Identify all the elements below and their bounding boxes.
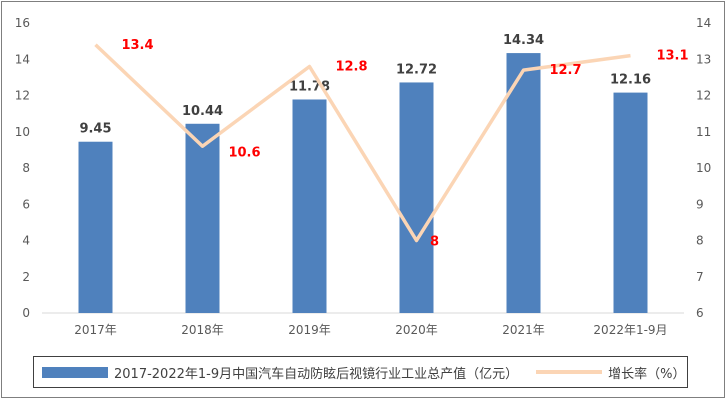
- y-tick-label: 6: [22, 197, 30, 211]
- bar: [78, 141, 113, 313]
- y2-tick-label: 10: [696, 161, 711, 175]
- y-tick-label: 10: [15, 125, 30, 139]
- bar: [506, 53, 541, 314]
- bar-data-label: 10.44: [182, 104, 223, 119]
- y-tick-label: 12: [15, 89, 30, 103]
- x-tick-label: 2020年: [395, 323, 438, 337]
- y2-tick-label: 7: [696, 270, 704, 284]
- x-tick-label: 2021年: [502, 323, 545, 337]
- y2-tick-label: 8: [696, 234, 704, 248]
- y-tick-label: 8: [22, 161, 30, 175]
- legend: 2017-2022年1-9月中国汽车自动防眩后视镜行业工业总产值（亿元） 增长率…: [33, 356, 688, 388]
- y2-tick-label: 11: [696, 125, 711, 139]
- legend-line-swatch: [536, 370, 603, 374]
- y-tick-label: 2: [22, 270, 30, 284]
- bar: [399, 82, 434, 313]
- line-data-label: 13.4: [121, 38, 153, 53]
- y-tick-label: 0: [22, 306, 30, 320]
- legend-line-label: 增长率（%）: [608, 366, 686, 382]
- bar-data-label: 9.45: [79, 122, 111, 137]
- x-tick-label: 2022年1-9月: [593, 323, 667, 337]
- x-tick-label: 2019年: [288, 323, 331, 337]
- y2-tick-label: 12: [696, 89, 711, 103]
- line-data-label: 12.7: [549, 63, 581, 78]
- y2-tick-label: 9: [696, 197, 704, 211]
- bar: [185, 123, 220, 314]
- legend-bar-label: 2017-2022年1-9月中国汽车自动防眩后视镜行业工业总产值（亿元）: [114, 366, 519, 382]
- y2-tick-label: 13: [696, 52, 711, 66]
- line-data-label: 8: [430, 235, 439, 250]
- x-tick-label: 2017年: [74, 323, 117, 337]
- bar-data-label: 12.16: [610, 73, 651, 88]
- line-data-label: 13.1: [656, 49, 688, 64]
- bar: [292, 99, 327, 313]
- growth-rate-line: [94, 43, 631, 243]
- line-data-label: 10.6: [228, 145, 260, 160]
- y-tick-label: 4: [22, 234, 30, 248]
- legend-bar-swatch: [42, 366, 108, 378]
- bar-data-label: 14.34: [503, 33, 544, 48]
- bar: [613, 92, 648, 313]
- y2-tick-label: 14: [696, 16, 711, 30]
- line-data-label: 12.8: [335, 60, 367, 75]
- y-tick-label: 14: [15, 52, 30, 66]
- y2-tick-label: 6: [696, 306, 704, 320]
- bar-data-label: 12.72: [396, 62, 437, 77]
- y-tick-label: 16: [15, 16, 30, 30]
- x-tick-label: 2018年: [181, 323, 224, 337]
